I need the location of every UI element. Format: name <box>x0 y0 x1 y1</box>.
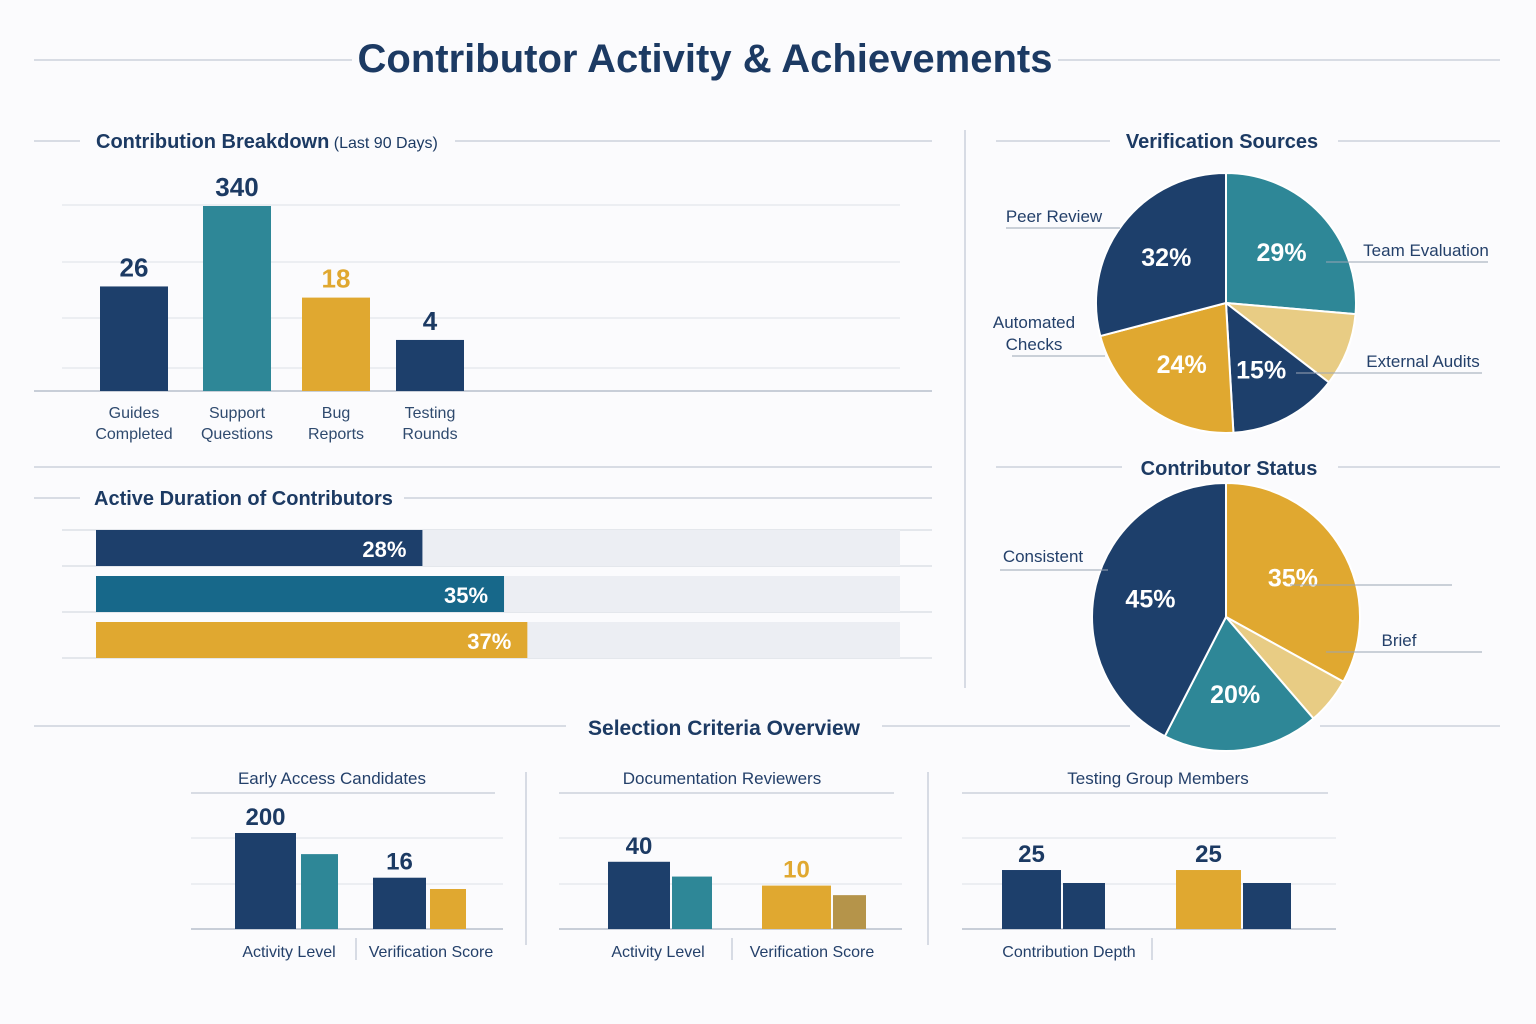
bar <box>833 895 866 929</box>
pie-slice <box>1095 171 1227 338</box>
panel-title: Documentation Reviewers <box>623 769 821 788</box>
bar-value-label: 16 <box>386 849 413 876</box>
bar-value-label: 25 <box>1018 841 1045 868</box>
bar <box>373 877 426 929</box>
bar <box>203 206 271 391</box>
bar <box>1002 870 1061 929</box>
bar <box>1063 882 1105 929</box>
bar-value-label: 40 <box>626 833 653 860</box>
pie-slice <box>1163 615 1315 752</box>
slice-percent-label: 45% <box>1125 586 1175 614</box>
bar <box>96 622 528 658</box>
page-title: Contributor Activity & Achievements <box>358 37 1053 81</box>
group-label: Verification Score <box>369 944 494 961</box>
slice-percent-label: 29% <box>1257 239 1307 267</box>
bar <box>235 833 296 929</box>
bar <box>96 530 423 566</box>
bar <box>301 854 338 929</box>
bar-value-label: 37% <box>467 629 511 654</box>
bar-value-label: 10 <box>783 857 810 884</box>
pie-slice <box>1099 301 1235 434</box>
bar-value-label: 4 <box>423 306 438 336</box>
section-title: Selection Criteria Overview <box>588 717 861 740</box>
slice-percent-label: 24% <box>1157 351 1207 379</box>
group-label: Activity Level <box>242 944 335 961</box>
category-label: Bug Reports <box>308 405 364 443</box>
category-label: Testing Rounds <box>402 405 457 443</box>
pie-slice <box>1225 171 1357 316</box>
bar <box>100 286 168 391</box>
bar <box>96 576 505 612</box>
group-label: Verification Score <box>750 944 875 961</box>
slice-percent-label: 15% <box>1236 357 1286 385</box>
bar-value-label: 340 <box>215 172 258 202</box>
bar <box>762 885 831 929</box>
group-label: Contribution Depth <box>1002 944 1135 961</box>
chart-title: Contributor Status <box>1141 458 1318 480</box>
pie-slice <box>1091 481 1227 738</box>
slice-name-label: Automated Checks <box>993 313 1075 354</box>
bar-value-label: 200 <box>245 804 285 831</box>
slice-percent-label: 20% <box>1210 681 1260 709</box>
bar <box>608 861 670 929</box>
group-label: Activity Level <box>611 944 704 961</box>
chart-title: Verification Sources <box>1126 131 1318 153</box>
panel-title: Testing Group Members <box>1067 769 1248 788</box>
chart-subtitle: (Last 90 Days) <box>329 135 437 152</box>
panel-title: Early Access Candidates <box>238 769 426 788</box>
category-label: Support Questions <box>201 405 273 443</box>
pie-slice <box>1225 481 1362 684</box>
slice-name-label: External Audits <box>1366 352 1479 371</box>
chart-title: Contribution Breakdown (Last 90 Days) <box>96 131 438 153</box>
bar-value-label: 28% <box>362 537 406 562</box>
bar <box>672 876 712 929</box>
bar <box>430 888 466 929</box>
bar-value-label: 18 <box>322 264 351 294</box>
slice-name-label: Consistent <box>1003 547 1084 566</box>
slice-name-label: Brief <box>1382 631 1417 650</box>
pie-slice <box>1224 300 1331 434</box>
slice-percent-label: 35% <box>1268 564 1318 592</box>
bar-value-label: 26 <box>120 252 149 282</box>
category-label: Guides Completed <box>95 405 172 443</box>
bar <box>1243 882 1291 929</box>
chart-title: Active Duration of Contributors <box>94 488 393 510</box>
bar <box>396 339 464 391</box>
slice-name-label: Peer Review <box>1006 207 1103 226</box>
bar <box>1176 870 1241 929</box>
slice-name-label: Team Evaluation <box>1363 241 1489 260</box>
bar-value-label: 35% <box>444 583 488 608</box>
slice-percent-label: 32% <box>1141 244 1191 272</box>
bar-value-label: 25 <box>1195 841 1222 868</box>
bar <box>302 297 370 391</box>
